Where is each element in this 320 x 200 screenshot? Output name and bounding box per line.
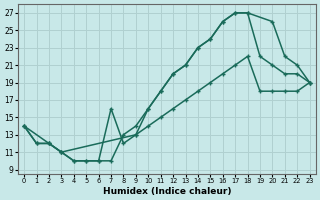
X-axis label: Humidex (Indice chaleur): Humidex (Indice chaleur) (103, 187, 231, 196)
